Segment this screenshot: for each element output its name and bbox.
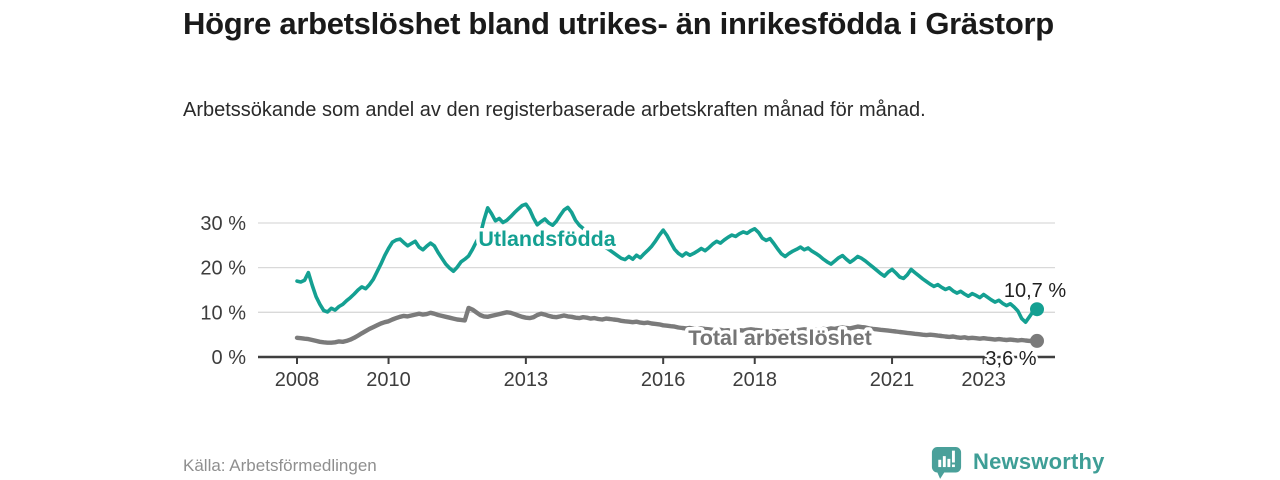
newsworthy-logo: Newsworthy bbox=[931, 444, 1105, 480]
unemployment-line-chart: 0 % 10 % 20 % 30 % 2008 2010 2013 2016 2018 2021 2… bbox=[200, 202, 1069, 391]
x-axis-label: 2016 bbox=[641, 369, 686, 391]
x-axis-label: 2021 bbox=[870, 369, 915, 391]
series-label-utlandsfodda: Utlandsfödda bbox=[478, 227, 616, 251]
x-axis-label: 2008 bbox=[275, 369, 320, 391]
x-axis-label: 2010 bbox=[366, 369, 411, 391]
newsworthy-bubble-chart-icon bbox=[931, 446, 962, 479]
series-line-utlandsfodda bbox=[295, 202, 1039, 324]
series-end-dot-total bbox=[1030, 333, 1044, 348]
x-axis-label: 2013 bbox=[504, 369, 549, 391]
newsworthy-wordmark: Newsworthy bbox=[973, 449, 1105, 474]
source-note: Källa: Arbetsförmedlingen bbox=[183, 456, 377, 475]
y-axis-label: 0 % bbox=[212, 347, 247, 369]
y-axis-label: 30 % bbox=[200, 213, 246, 235]
x-axis-label: 2018 bbox=[732, 369, 777, 391]
series-line-total bbox=[294, 305, 1040, 345]
y-axis-label: 20 % bbox=[200, 258, 246, 280]
series-label-total: Total arbetslöshet bbox=[688, 326, 872, 350]
chart-subtitle: Arbetssökande som andel av den registerb… bbox=[183, 99, 926, 121]
chart-title: Högre arbetslöshet bland utrikes- än inr… bbox=[183, 6, 1054, 41]
series-end-dot-utlandsfodda bbox=[1030, 302, 1044, 317]
y-axis-label: 10 % bbox=[200, 302, 246, 324]
end-value-label-total: 3,6 % bbox=[985, 348, 1036, 370]
end-value-label-utlandsfodda: 10,7 % bbox=[1004, 280, 1066, 302]
x-axis-label: 2023 bbox=[961, 369, 1006, 391]
